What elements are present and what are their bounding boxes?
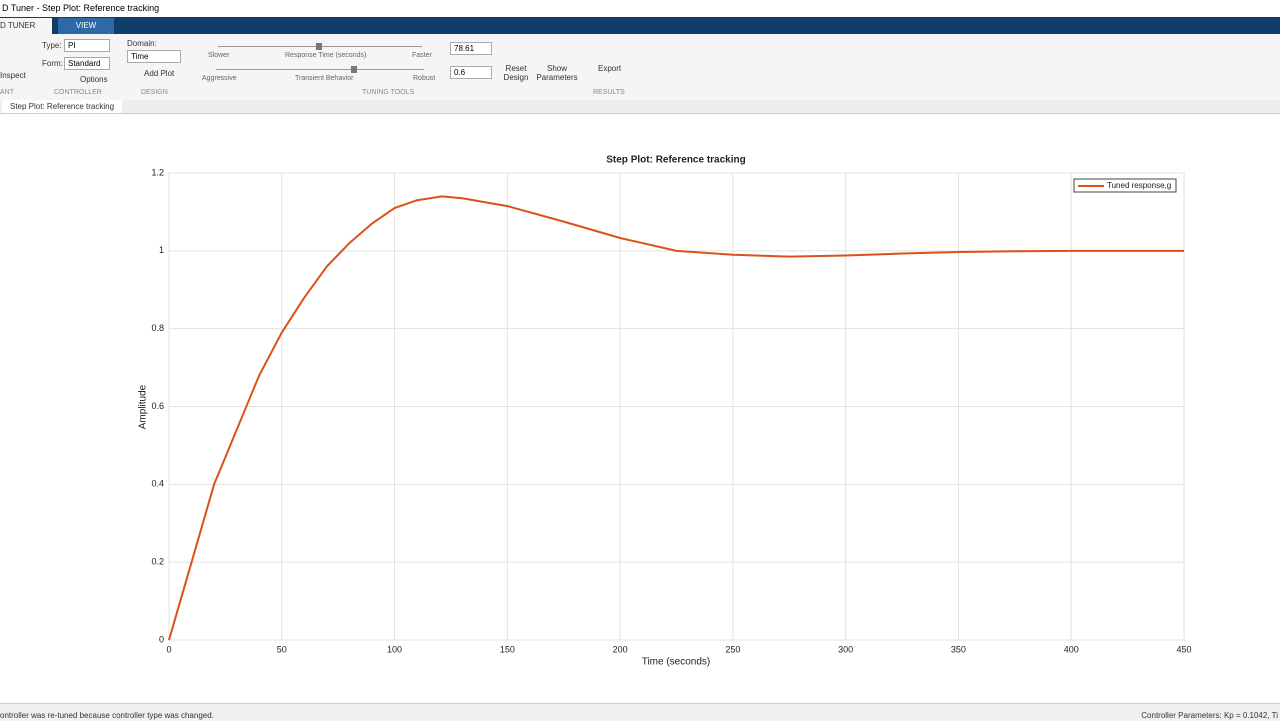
- dropdown[interactable]: Standard: [64, 57, 110, 70]
- y-tick-label: 0.6: [151, 401, 164, 411]
- y-tick-label: 1.2: [151, 167, 164, 177]
- spinner[interactable]: 0.6: [450, 66, 492, 79]
- label: Form:: [42, 59, 63, 68]
- title-bar: D Tuner - Step Plot: Reference tracking: [0, 0, 1280, 17]
- spinner[interactable]: 78.61: [450, 42, 492, 55]
- y-tick-label: 0: [159, 634, 164, 644]
- x-tick-label: 50: [277, 644, 287, 654]
- tab[interactable]: VIEW: [58, 18, 114, 34]
- legend-label: Tuned response,g: [1107, 181, 1171, 190]
- button[interactable]: Show Parameters: [536, 64, 578, 82]
- y-tick-label: 0.4: [151, 479, 164, 489]
- x-tick-label: 200: [613, 644, 628, 654]
- doc-tab-strip: Step Plot: Reference tracking: [0, 100, 1280, 114]
- button[interactable]: Options: [80, 75, 108, 84]
- button[interactable]: Export: [598, 64, 622, 73]
- button[interactable]: Reset Design: [503, 64, 529, 82]
- window-title: D Tuner - Step Plot: Reference tracking: [2, 3, 160, 13]
- label: Slower: [208, 52, 230, 59]
- button[interactable]: Inspect: [0, 71, 26, 80]
- dropdown[interactable]: Time: [127, 50, 181, 63]
- label: Transient Behavior: [295, 75, 354, 82]
- x-tick-label: 450: [1176, 644, 1191, 654]
- button[interactable]: Add Plot: [144, 69, 175, 78]
- tab[interactable]: D TUNER: [0, 18, 52, 34]
- status-bar: ontroller was re-tuned because controlle…: [0, 703, 1280, 721]
- x-tick-label: 0: [166, 644, 171, 654]
- label: Response Time (seconds): [285, 52, 367, 59]
- status-text: ontroller was re-tuned because controlle…: [0, 711, 214, 720]
- dropdown[interactable]: PI: [64, 39, 110, 52]
- label: Faster: [412, 52, 432, 59]
- line-series: [168, 195, 1184, 641]
- label: Aggressive: [202, 75, 237, 82]
- slider-thumb[interactable]: [316, 43, 322, 50]
- label: Type:: [42, 41, 62, 50]
- legend-box: [1073, 178, 1177, 193]
- tab-strip: D TUNER VIEW: [0, 17, 1280, 34]
- label: Robust: [413, 75, 436, 82]
- x-tick-label: 300: [838, 644, 853, 654]
- chart-title: Step Plot: Reference tracking: [606, 155, 745, 166]
- y-tick-label: 0.8: [151, 323, 164, 333]
- x-tick-label: 150: [500, 644, 515, 654]
- x-axis-label: Time (seconds): [642, 657, 711, 668]
- toolstrip: Type: PI Form: Standard Inspect Options …: [0, 34, 1280, 101]
- x-tick-label: 100: [387, 644, 402, 654]
- slider[interactable]: [216, 69, 424, 70]
- section-label: ANT: [0, 89, 14, 96]
- section-label: RESULTS: [593, 89, 625, 96]
- x-tick-label: 350: [951, 644, 966, 654]
- section-label: TUNING TOOLS: [362, 89, 415, 96]
- y-tick-label: 1: [159, 245, 164, 255]
- y-tick-label: 0.2: [151, 557, 164, 567]
- x-tick-label: 400: [1064, 644, 1079, 654]
- section-label: CONTROLLER: [54, 89, 102, 96]
- chart: Step Plot: Reference tracking Time (seco…: [138, 155, 1192, 668]
- section-label: DESIGN: [141, 89, 168, 96]
- x-tick-label: 250: [725, 644, 740, 654]
- y-axis-label: Amplitude: [138, 384, 149, 429]
- doc-tab[interactable]: Step Plot: Reference tracking: [2, 100, 123, 113]
- status-text: Controller Parameters: Kp = 0.1042, Ti: [1141, 711, 1278, 720]
- slider-thumb[interactable]: [351, 66, 357, 73]
- label: Domain:: [127, 39, 157, 48]
